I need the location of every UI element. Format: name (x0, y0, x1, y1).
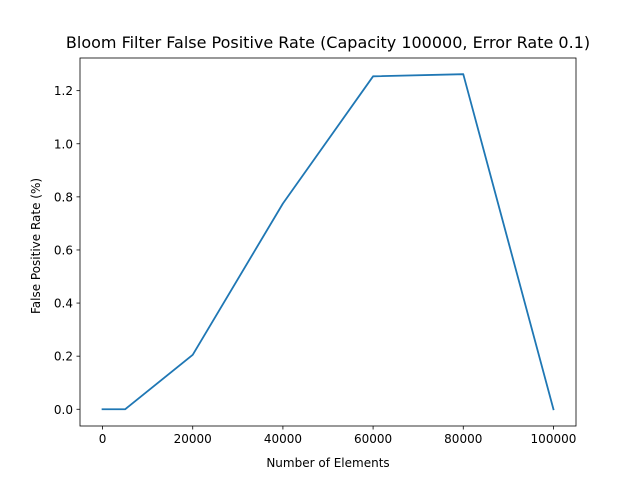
y-tick-label: 1.0 (54, 137, 73, 151)
x-tick-label: 80000 (444, 432, 482, 446)
y-tick-label: 0.4 (54, 297, 73, 311)
x-axis-label: Number of Elements (266, 456, 389, 470)
x-tick-label: 100000 (531, 432, 577, 446)
y-tick-label: 0.2 (54, 350, 73, 364)
y-tick-label: 0.6 (54, 243, 73, 257)
y-axis-label: False Positive Rate (%) (29, 178, 43, 314)
chart-title: Bloom Filter False Positive Rate (Capaci… (66, 33, 590, 52)
x-tick-label: 20000 (174, 432, 212, 446)
series-line (101, 73, 555, 411)
y-tick-label: 0.8 (54, 190, 73, 204)
y-tick-label: 0.0 (54, 403, 73, 417)
x-tick-label: 40000 (264, 432, 302, 446)
x-tick-label: 60000 (354, 432, 392, 446)
plot-area: 0 20000 40000 60000 80000 100000 0.0 0.2 0.4 0.6 0… (54, 57, 577, 446)
x-tick-label: 0 (99, 432, 107, 446)
y-tick-label: 1.2 (54, 84, 73, 98)
axes-frame (79, 57, 577, 427)
